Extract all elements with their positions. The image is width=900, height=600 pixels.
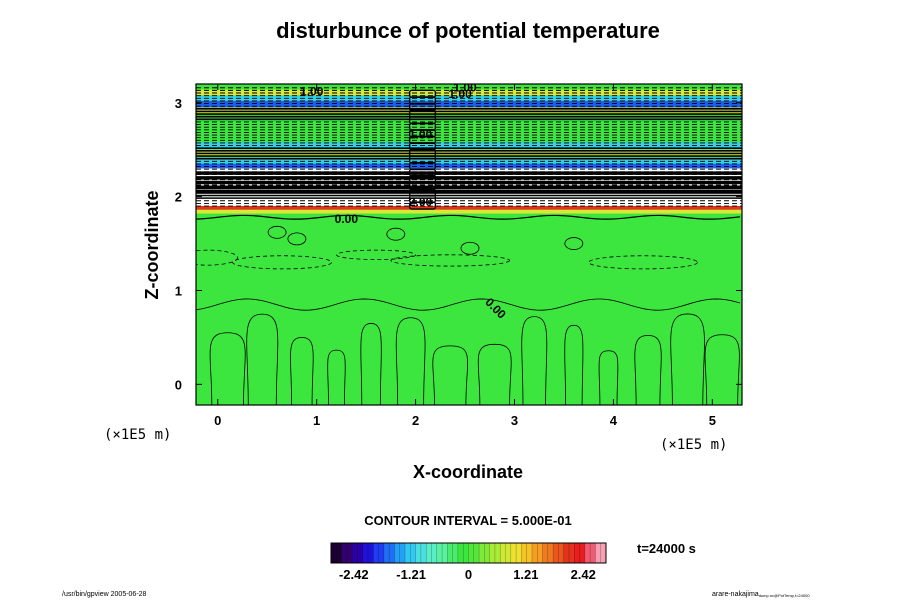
- thermal-contour: [564, 237, 584, 250]
- upper-band: [196, 163, 742, 169]
- upper-band: [196, 209, 742, 214]
- plume-contour: [634, 335, 662, 405]
- z-unit-label: (×1E5 m): [104, 427, 171, 443]
- contour-label: 1.00: [453, 81, 477, 95]
- y-axis-label: Z-coordinate: [142, 190, 162, 299]
- contour-label: 2.00: [409, 195, 433, 209]
- plume-contour: [327, 349, 346, 405]
- y-tick-label: 0: [175, 377, 182, 392]
- upper-band: [196, 206, 742, 210]
- plume-contour: [209, 332, 246, 405]
- plume-contour: [246, 313, 279, 405]
- zero-contour: [196, 298, 741, 311]
- inversion-contour: [196, 214, 741, 220]
- plot-area: 0.000.001.00 1.001.001.002.00: [196, 81, 742, 405]
- colorbar: [330, 542, 607, 564]
- contour-label: 1.00: [448, 87, 472, 101]
- x-tick-label: 5: [709, 413, 716, 428]
- x-tick-label: 3: [511, 413, 518, 428]
- plume-contour: [432, 345, 468, 405]
- footer-right-main: arare-nakajima: [712, 591, 759, 598]
- plume-contour: [395, 317, 426, 405]
- central-label-column: [408, 89, 437, 210]
- y-tick-label: 2: [175, 190, 182, 205]
- y-axis-ticks: 0 1 2 3: [175, 96, 742, 392]
- thermal-contour: [287, 232, 307, 246]
- x-axis-label: X-coordinate: [413, 462, 523, 482]
- footer-right: arare-nakajimadump.nc@PotTemp,t=24000: [712, 591, 810, 598]
- thermal-contour: [267, 225, 287, 239]
- colorbar-tick-label: 2.42: [571, 567, 596, 582]
- plume-contour: [477, 343, 512, 405]
- negative-contour: [232, 255, 332, 270]
- negative-contours: [196, 225, 698, 270]
- negative-contour: [196, 249, 238, 266]
- plume-contour: [290, 337, 314, 405]
- thermal-contour: [460, 241, 480, 255]
- plume-contour: [598, 350, 619, 405]
- upper-band: [196, 196, 742, 207]
- negative-contour: [588, 255, 698, 270]
- plot-frame: [195, 83, 743, 406]
- colorbar-tick-label: 0: [465, 567, 472, 582]
- x-tick-label: 0: [214, 413, 221, 428]
- thermal-contour: [386, 227, 406, 241]
- upper-band: [196, 100, 742, 108]
- y-tick-label: 1: [175, 283, 182, 298]
- chart-title: disturbunce of potential temperature: [276, 18, 660, 43]
- contour-label: 0.00: [335, 212, 359, 226]
- negative-contour: [336, 249, 416, 260]
- plume-contour: [704, 334, 740, 405]
- x-unit-label: (×1E5 m): [660, 437, 727, 453]
- column-label-mark: [408, 89, 437, 99]
- y-tick-label: 3: [175, 96, 182, 111]
- contour-labels: 0.000.001.00 1.001.001.002.00: [300, 81, 509, 322]
- upper-band: [196, 157, 742, 164]
- plume-contour: [521, 316, 548, 405]
- plume-contour: [360, 323, 382, 405]
- x-axis-ticks: 0 1 2 3 4 5: [214, 84, 716, 428]
- footer-left: /usr/bin/gpview 2005-06-28: [62, 591, 147, 598]
- contour-label: 1.00: [409, 127, 433, 141]
- colorbar-frame: [330, 542, 607, 564]
- footer-right-sub: dump.nc@PotTemp,t=24000: [759, 593, 811, 598]
- contour-label: 1.00: [300, 84, 324, 98]
- x-tick-label: 1: [313, 413, 320, 428]
- plume-contour: [564, 324, 584, 405]
- x-tick-label: 2: [412, 413, 419, 428]
- colorbar-tick-label: -2.42: [339, 567, 369, 582]
- plume-contour: [670, 313, 705, 405]
- upper-band: [196, 89, 742, 96]
- convective-plumes: [196, 298, 741, 405]
- colorbar-tick-label: 1.21: [513, 567, 538, 582]
- colorbar-ticks: -2.42 -1.21 0 1.21 2.42: [339, 567, 596, 582]
- colorbar-tick-label: -1.21: [396, 567, 426, 582]
- time-label: t=24000 s: [637, 541, 696, 556]
- contour-interval: CONTOUR INTERVAL = 5.000E-01: [364, 513, 571, 528]
- x-tick-label: 4: [610, 413, 618, 428]
- negative-contour: [390, 254, 510, 267]
- upper-layer-bands: [196, 87, 742, 220]
